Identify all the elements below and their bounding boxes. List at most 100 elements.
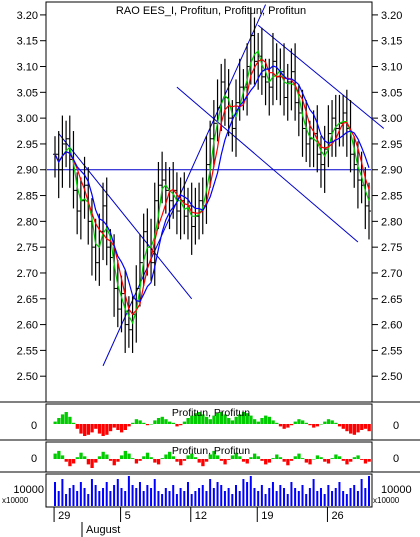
volume-bar [124, 491, 127, 506]
price-bar [64, 120, 69, 168]
volume-bar [87, 494, 90, 506]
volume-unit-right: x10000 [373, 496, 400, 505]
oscillator-bar [334, 454, 338, 459]
y-tick-label-right: 3.05 [381, 87, 402, 99]
price-bar [86, 167, 91, 245]
y-tick-label-left: 2.65 [17, 294, 38, 306]
oscillator-bar [312, 459, 316, 460]
trendline [58, 133, 193, 300]
volume-bar [327, 485, 330, 506]
volume-bar [331, 491, 334, 506]
oscillator-bar [356, 424, 360, 433]
oscillator-bar [315, 424, 320, 427]
volume-tick-right: 10000 [381, 484, 412, 496]
oscillator-bar [138, 459, 142, 461]
volume-bar [150, 488, 153, 506]
oscillator-bar [186, 418, 190, 424]
price-panel [45, 1, 373, 403]
volume-bar [231, 494, 234, 506]
oscillator-bar [252, 419, 257, 424]
y-tick-label-left: 2.95 [17, 139, 38, 151]
oscillator-bar [341, 424, 345, 429]
volume-bar [138, 482, 141, 506]
oscillator-bar [297, 453, 301, 459]
volume-bar [227, 488, 230, 506]
oscillator-bar [230, 420, 235, 424]
oscillator-bar [256, 421, 260, 424]
oscillator-bar [112, 459, 116, 466]
price-bar [104, 177, 109, 266]
oscillator-bar [57, 418, 61, 424]
oscillator-bar [212, 450, 216, 459]
ma-slow-line [54, 65, 370, 303]
x-tick-label: 5 [125, 510, 131, 522]
price-bar [307, 120, 312, 168]
y-tick-label-right: 2.85 [381, 191, 402, 203]
oscillator-bar [60, 414, 65, 424]
volume-bar [76, 491, 79, 506]
volume-bar [312, 479, 315, 506]
oscillator-bar [149, 457, 153, 459]
oscillator-bar [349, 459, 353, 462]
oscillator-1-zero-left: 0 [31, 420, 37, 432]
price-bar [126, 296, 131, 348]
oscillator-bar [175, 424, 179, 427]
volume-bar [353, 485, 356, 506]
oscillator-2-zero-left: 0 [31, 453, 37, 465]
oscillator-bar [323, 459, 327, 462]
price-bar [367, 182, 371, 240]
oscillator-bar [83, 424, 87, 436]
oscillator-bar [315, 455, 320, 459]
y-tick-label-right: 2.70 [381, 268, 402, 280]
y-tick-label-right: 2.75 [381, 242, 402, 254]
oscillator-bar [360, 459, 364, 460]
volume-bar [246, 482, 249, 506]
x-tick-label: 12 [195, 510, 207, 522]
y-tick-label-right: 2.60 [381, 320, 402, 332]
volume-bar [190, 494, 193, 506]
oscillator-bar [271, 458, 275, 459]
oscillator-bar [105, 424, 109, 435]
oscillator-bar [286, 459, 290, 466]
oscillator-bar [131, 422, 135, 424]
oscillator-bar [134, 459, 139, 464]
volume-bar [102, 488, 105, 506]
oscillator-bar [142, 456, 146, 459]
volume-bar [242, 479, 245, 506]
oscillator-bar [101, 424, 105, 436]
price-bar [318, 136, 323, 188]
volume-bar [186, 482, 189, 506]
volume-bar [220, 485, 223, 506]
volume-bar [290, 482, 293, 506]
y-tick-label-left: 3.05 [17, 87, 38, 99]
oscillator-bar [79, 424, 83, 434]
volume-bar [297, 491, 300, 506]
volume-bar [131, 485, 134, 506]
oscillator-bar [79, 452, 83, 459]
oscillator-bar [308, 459, 312, 465]
oscillator-bar [275, 454, 279, 459]
oscillator-bar [171, 456, 176, 459]
price-bar [197, 182, 202, 240]
volume-bar [364, 488, 367, 506]
price-bar [75, 172, 80, 235]
oscillator-bar [204, 459, 209, 462]
oscillator-bar [175, 459, 179, 462]
oscillator-bar [304, 459, 308, 463]
oscillator-bar [112, 424, 116, 428]
volume-bar [135, 488, 138, 506]
oscillator-bar [227, 459, 231, 460]
oscillator-bar [319, 457, 323, 459]
oscillator-bar [119, 424, 124, 433]
oscillator-bar [308, 424, 312, 426]
price-bar [93, 218, 98, 281]
oscillator-bar [349, 424, 353, 434]
volume-bar [264, 494, 267, 506]
oscillator-2-label: Profitun, Profitun [172, 445, 250, 457]
volume-bar [164, 488, 167, 506]
oscillator-bar [83, 456, 87, 459]
oscillator-bar [116, 424, 120, 430]
volume-bar [349, 488, 352, 506]
trendline [176, 86, 359, 243]
volume-bar [83, 488, 86, 506]
